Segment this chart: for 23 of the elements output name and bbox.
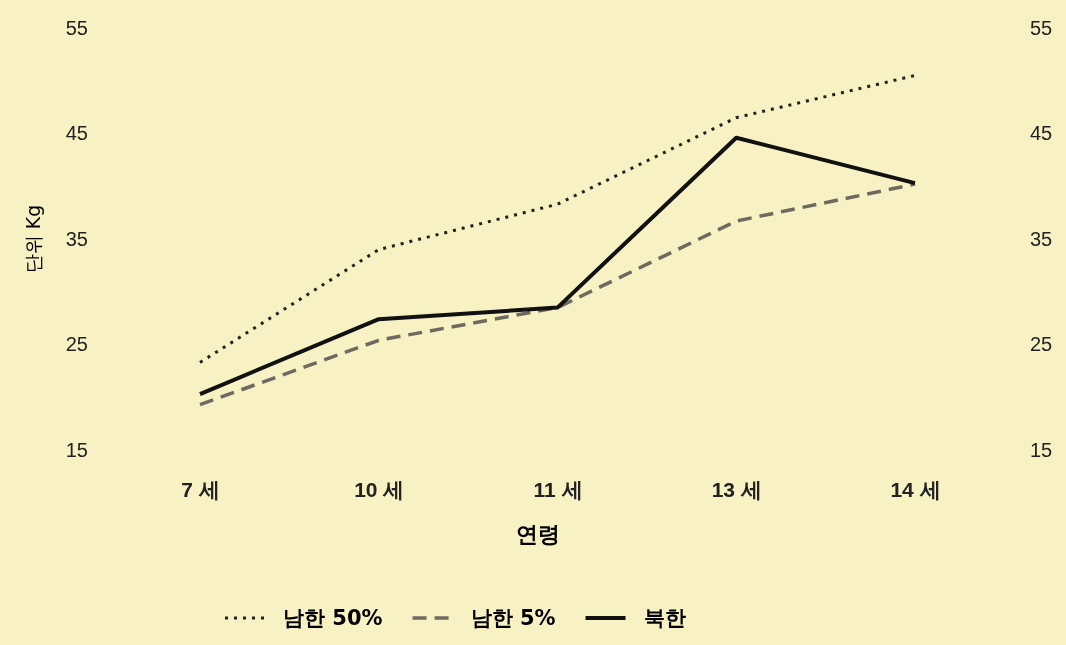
x-tick-label: 11 세 [533, 477, 583, 501]
y2-tick-label: 55 [1030, 16, 1053, 39]
x-tick-label: 10 세 [354, 477, 405, 501]
legend-label: 북한 [643, 606, 686, 630]
y2-tick-label: 25 [1030, 333, 1053, 356]
y-tick-label: 15 [65, 438, 88, 461]
line-series [198, 135, 917, 397]
y2-tick-label: 35 [1030, 227, 1053, 250]
line-series [198, 182, 917, 407]
legend-label: 남한 5% [470, 606, 556, 630]
x-tick-label: 14 세 [890, 477, 941, 501]
x-tick-label: 13 세 [711, 477, 762, 501]
x-axis-title: 연령 [515, 522, 560, 547]
y-tick-label: 25 [65, 333, 88, 356]
y-tick-label: 45 [65, 122, 88, 145]
y-tick-label: 55 [65, 16, 88, 39]
x-tick-label: 7 세 [181, 477, 220, 501]
y2-tick-label: 15 [1030, 438, 1053, 461]
y-tick-label: 35 [65, 227, 88, 250]
legend-label: 남한 50% [283, 606, 383, 630]
y2-tick-label: 45 [1030, 122, 1053, 145]
line-series [198, 73, 917, 364]
y-axis-title: 단위 Kg [22, 204, 44, 274]
